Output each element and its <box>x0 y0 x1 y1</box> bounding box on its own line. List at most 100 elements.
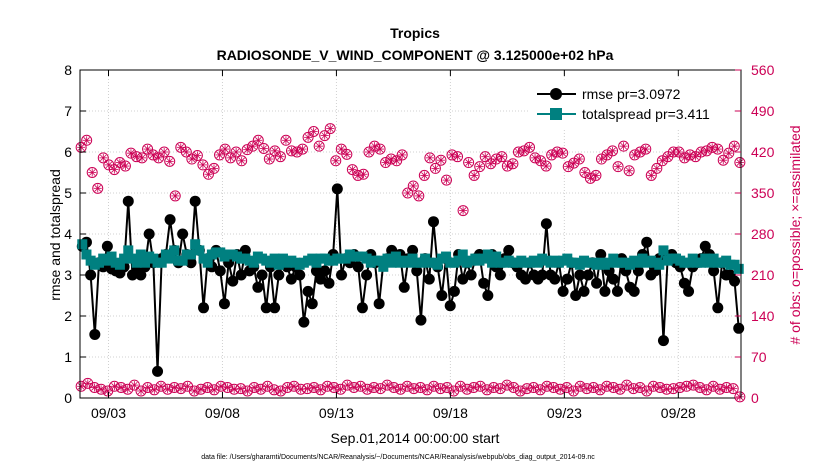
y-tick-label: 3 <box>64 267 72 283</box>
obs-circle <box>147 149 159 161</box>
obs_assimilated-marker <box>361 383 373 395</box>
rmse-point <box>273 269 285 281</box>
obs_possible-marker <box>92 182 104 194</box>
obs_assimilated-marker <box>241 385 253 397</box>
legend-rmse-label: rmse pr=3.0972 <box>582 86 681 102</box>
obs-star-stroke <box>490 384 497 391</box>
obs-star-stroke <box>465 159 472 166</box>
obs-circle <box>197 159 209 171</box>
obs_possible-marker <box>252 134 264 146</box>
obs-circle <box>474 161 486 173</box>
chart-subtitle: RADIOSONDE_V_WIND_COMPONENT @ 3.125000e+… <box>217 47 614 63</box>
obs-circle <box>180 146 192 158</box>
rmse-point <box>135 269 147 281</box>
y-axis-label: rmse and totalspread <box>47 169 63 301</box>
obs_possible-marker <box>369 140 381 152</box>
obs-circle <box>380 157 392 169</box>
obs_possible-marker <box>374 143 386 155</box>
obs-star-stroke <box>131 381 138 389</box>
obs-circle <box>396 149 408 161</box>
obs-star-stroke <box>719 156 727 164</box>
obs-star-stroke <box>177 144 185 151</box>
rmse-point <box>152 365 164 377</box>
obs-star-stroke <box>723 384 730 391</box>
rmse-point <box>607 273 619 285</box>
obs-circle <box>285 145 297 157</box>
rmse-point <box>256 269 268 281</box>
obs-star-stroke <box>144 384 151 391</box>
obs_assimilated-marker <box>468 381 480 393</box>
obs-circle <box>158 146 170 158</box>
rmse-point <box>482 290 494 301</box>
rmse-point <box>632 265 644 277</box>
obs_possible-marker <box>712 143 724 155</box>
obs-star-stroke <box>117 384 125 391</box>
obs-star-stroke <box>537 157 544 165</box>
obs-star-stroke <box>729 385 737 392</box>
obs-star-stroke <box>503 381 511 389</box>
rmse-point <box>574 269 586 281</box>
totalspread-point <box>654 259 665 270</box>
obs-star-stroke <box>171 384 178 391</box>
rmse-point <box>398 281 410 293</box>
obs-star-stroke <box>736 159 744 166</box>
obs-star-stroke <box>243 146 251 153</box>
obs_assimilated-marker <box>355 380 367 392</box>
obs_assimilated-marker <box>494 383 506 395</box>
rmse-point <box>239 244 251 256</box>
obs-circle <box>463 157 475 169</box>
rmse-point <box>415 314 427 326</box>
obs_assimilated-marker <box>301 383 313 395</box>
obs-star-stroke <box>354 172 362 179</box>
obs-circle <box>734 391 746 403</box>
obs_possible-marker <box>280 134 292 146</box>
obs_possible-marker <box>258 142 270 154</box>
obs-star-stroke <box>610 384 617 391</box>
obs-circle <box>414 381 426 393</box>
obs_assimilated-marker <box>315 384 327 396</box>
rmse-point <box>302 285 314 297</box>
rmse-point <box>448 285 460 297</box>
obs-star-stroke <box>417 384 424 391</box>
obs_possible-marker <box>324 123 336 135</box>
obs_possible-marker <box>191 150 203 162</box>
rmse-point <box>699 240 711 252</box>
obs-star-stroke <box>430 383 438 390</box>
obs_assimilated-marker <box>202 381 214 393</box>
obs_possible-marker <box>529 152 541 164</box>
obs-star-stroke <box>426 154 434 162</box>
obs-star-stroke <box>636 384 644 391</box>
obs-star-stroke <box>415 192 423 200</box>
x-tick-label: 09/28 <box>661 405 696 421</box>
obs-circle <box>474 380 486 392</box>
obs-circle <box>269 145 281 157</box>
totalspread-point <box>190 239 201 250</box>
obs-circle <box>501 160 513 172</box>
obs_assimilated-marker <box>481 384 493 396</box>
obs-circle <box>607 145 619 157</box>
obs-star-stroke <box>299 145 306 153</box>
obs-circle <box>452 151 464 163</box>
obs-star-stroke <box>332 157 340 165</box>
totalspread-point <box>269 253 280 264</box>
obs-circle <box>573 153 585 165</box>
obs-circle <box>352 169 364 181</box>
obs_possible-marker <box>723 147 735 159</box>
x-tick-label: 09/13 <box>319 405 354 421</box>
obs-circle <box>587 381 599 393</box>
obs-star-stroke <box>576 155 583 163</box>
obs-star-stroke <box>290 383 298 390</box>
obs-circle <box>235 383 247 395</box>
obs-circle <box>128 379 140 391</box>
data-file-footnote: data file: /Users/gharamti/Documents/NCA… <box>201 454 595 461</box>
rmse-point <box>557 285 569 297</box>
rmse-point <box>503 244 515 256</box>
rmse-point <box>235 269 247 281</box>
obs_possible-marker <box>418 169 430 181</box>
obs_possible-marker <box>214 149 226 161</box>
obs_possible-marker <box>97 152 109 164</box>
x-tick-label: 09/23 <box>547 405 582 421</box>
obs_possible-marker <box>607 145 619 157</box>
obs-star-stroke <box>260 145 268 152</box>
obs-star-stroke <box>271 147 279 155</box>
